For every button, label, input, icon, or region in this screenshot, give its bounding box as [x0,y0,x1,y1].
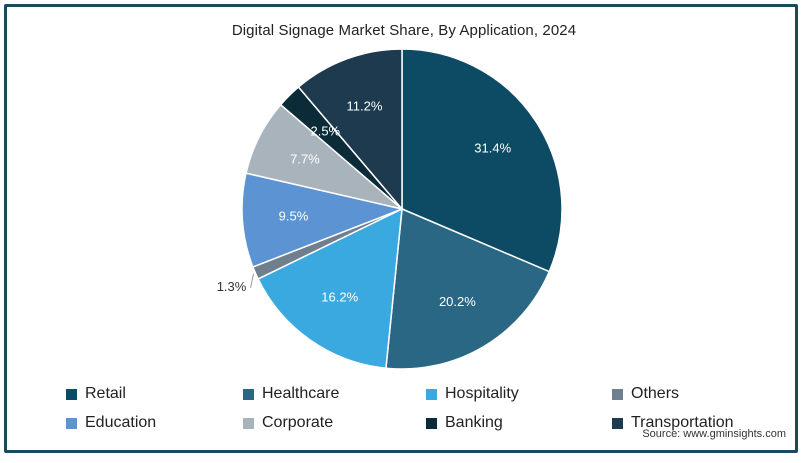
pie-slice-education [241,172,405,268]
pie-slice-retail [401,48,563,273]
slice-label-hospitality: 16.2% [321,290,358,305]
slice-label-education: 9.5% [279,208,309,223]
source-note: Source: www.gminsights.com [642,428,786,440]
chart-title: Digital Signage Market Share, By Applica… [231,22,577,39]
slice-label-banking: 2.5% [310,123,340,138]
leader-line-others [250,273,255,288]
slice-label-others: 1.3% [217,279,247,294]
pie-slice-healthcare [385,207,551,370]
pie-slice-hospitality [257,207,403,370]
slice-label-healthcare: 20.2% [439,294,476,309]
slice-label-corporate: 7.7% [290,151,320,166]
pie-slice-transportation [297,48,403,212]
slice-label-transportation: 11.2% [347,98,383,113]
slice-label-retail: 31.4% [474,140,511,155]
